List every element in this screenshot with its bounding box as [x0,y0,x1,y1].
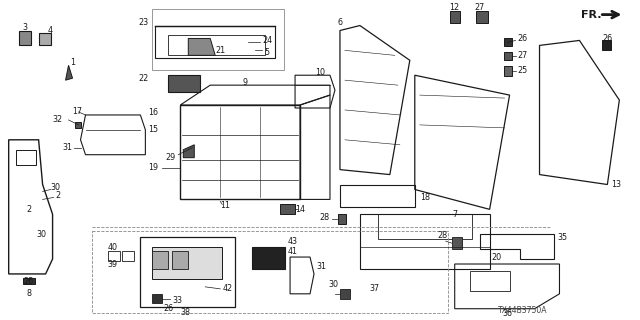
Bar [152,9,284,70]
Text: 2: 2 [56,191,61,200]
Polygon shape [65,65,72,80]
Text: 36: 36 [502,309,513,318]
Text: 1: 1 [70,58,75,67]
Text: 4: 4 [48,26,53,35]
Text: 43: 43 [288,237,298,246]
Polygon shape [280,204,295,214]
Polygon shape [452,237,461,249]
Text: 10: 10 [315,68,325,77]
Text: 20: 20 [492,252,502,261]
Text: 26: 26 [518,34,528,43]
Text: 23: 23 [138,18,148,27]
Text: 30: 30 [51,183,61,192]
Polygon shape [168,75,200,92]
Text: 22: 22 [138,74,148,83]
Polygon shape [450,11,460,22]
Text: 28: 28 [438,231,448,240]
Text: 8: 8 [26,289,31,298]
Text: 33: 33 [172,296,182,305]
Text: 39: 39 [108,260,118,268]
Polygon shape [152,251,168,269]
Bar [93,231,448,313]
Text: 29: 29 [165,153,175,162]
Text: 17: 17 [72,108,83,116]
Text: 12: 12 [450,3,460,12]
Polygon shape [19,30,31,45]
Text: 35: 35 [557,233,568,242]
Text: 42: 42 [222,284,232,293]
Text: 24: 24 [262,36,272,45]
Text: 5: 5 [264,48,269,57]
Polygon shape [152,294,163,303]
Text: 6: 6 [337,18,342,27]
Text: 27: 27 [474,3,484,12]
Text: 21: 21 [215,46,225,55]
Text: 30: 30 [328,280,338,289]
Text: 16: 16 [148,108,158,117]
Text: 38: 38 [180,308,190,317]
Text: 32: 32 [52,116,63,124]
Text: 25: 25 [518,66,528,75]
Polygon shape [74,122,81,128]
Polygon shape [338,214,346,224]
Text: 41: 41 [288,247,298,256]
Text: 3: 3 [22,23,27,32]
Text: 27: 27 [518,51,528,60]
Polygon shape [172,251,188,269]
Text: 26: 26 [24,277,34,286]
Text: 26: 26 [163,304,173,313]
Text: 30: 30 [36,230,47,239]
Polygon shape [602,40,611,50]
Polygon shape [504,52,511,60]
Polygon shape [183,145,195,158]
Text: TX44B3750A: TX44B3750A [498,306,547,315]
Text: 40: 40 [108,243,118,252]
Polygon shape [504,66,511,76]
Text: 19: 19 [148,163,158,172]
Text: 13: 13 [611,180,621,189]
Polygon shape [476,11,488,22]
Polygon shape [252,247,285,269]
Text: 15: 15 [148,125,159,134]
Polygon shape [188,38,215,55]
Text: 31: 31 [316,262,326,271]
Text: 31: 31 [63,143,72,152]
Text: 18: 18 [420,193,430,202]
Polygon shape [38,34,51,45]
Polygon shape [340,289,350,299]
Text: 26: 26 [602,34,612,43]
Polygon shape [504,38,511,46]
Polygon shape [152,247,222,279]
Text: 28: 28 [320,213,330,222]
Text: 37: 37 [370,284,380,293]
Text: 2: 2 [26,205,31,214]
Text: 7: 7 [452,210,457,219]
Text: 14: 14 [295,205,305,214]
Polygon shape [22,278,35,284]
Text: FR.: FR. [581,10,602,20]
Text: 9: 9 [243,78,248,87]
Text: 11: 11 [220,201,230,210]
